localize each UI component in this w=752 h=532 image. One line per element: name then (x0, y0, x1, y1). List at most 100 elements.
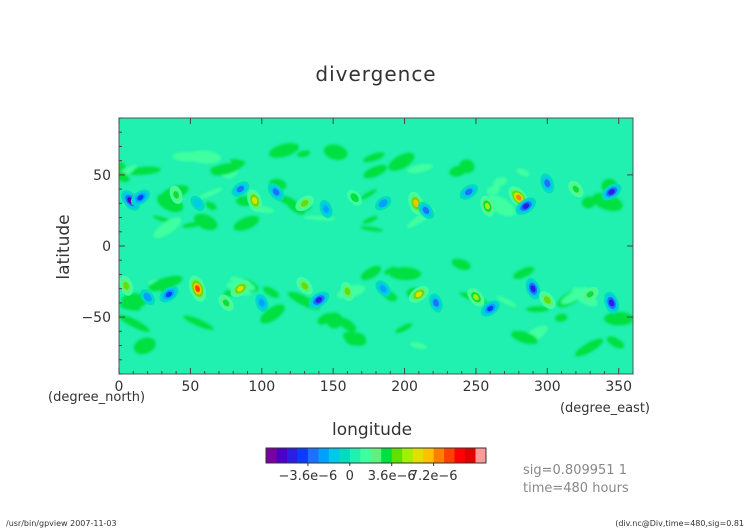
divergence-cell (480, 195, 495, 217)
colorbar-swatch (423, 448, 435, 463)
field-patch (395, 323, 413, 334)
divergence-cell (408, 285, 429, 303)
field-patch (363, 152, 385, 163)
contour-level (378, 199, 388, 208)
contour-level (300, 200, 309, 207)
contour-level (237, 285, 244, 292)
field-patch (581, 196, 596, 209)
contour-level (323, 205, 329, 213)
field-patch (119, 314, 150, 332)
contour-level (193, 199, 202, 208)
field-patch (345, 332, 366, 346)
contour-level (572, 185, 580, 193)
field-patch (409, 342, 428, 350)
contour-level (465, 188, 473, 196)
colorbar-label: 0 (346, 469, 354, 484)
field-patch (496, 295, 517, 308)
field-patch (383, 266, 397, 275)
contour-level (608, 299, 615, 307)
divergence-cell (319, 199, 333, 219)
x-tick-label: 350 (605, 379, 632, 395)
field-patch (388, 152, 415, 171)
footer-variable: (div.nc@Div,time=480,sig=0.81 (615, 519, 744, 528)
divergence-cell (308, 291, 330, 309)
contour-level (137, 194, 144, 201)
colorbar-swatch (318, 448, 330, 463)
field-patch (406, 163, 433, 174)
colorbar-swatch (339, 448, 351, 463)
colorbar-label: 7.2e−6 (410, 469, 458, 484)
field-patch (263, 286, 280, 298)
field-patch (119, 169, 130, 183)
chart-title: divergence (315, 62, 437, 86)
divergence-cell (525, 277, 541, 300)
divergence-cell (375, 280, 391, 297)
field-patch (555, 313, 568, 322)
contour-level (173, 191, 179, 199)
time-annotation: time=480 hours (523, 481, 629, 496)
colorbar-swatch (370, 448, 382, 463)
field-patch (513, 266, 535, 279)
colorbar-swatch (454, 448, 466, 463)
x-tick-label: 50 (181, 379, 199, 395)
field-patch (148, 275, 183, 292)
sig-annotation: sig=0.809951 1 (523, 463, 627, 478)
field-patch (459, 159, 475, 174)
field-patch (360, 226, 383, 232)
divergence-cell (429, 293, 443, 313)
field-patch (172, 151, 204, 162)
y-tick-label: −50 (81, 310, 111, 326)
divergence-cell (255, 293, 269, 313)
field-patch (526, 306, 550, 313)
axes: 0 50 100 150 200 250 300 350 50 0 −50 (degree_north… (48, 117, 650, 416)
field-patch (153, 217, 182, 239)
colorbar-swatch (266, 448, 277, 463)
field-patch (516, 168, 530, 177)
field-layer (119, 143, 633, 357)
x-tick-label: 200 (391, 379, 418, 395)
contour-level (350, 193, 359, 203)
colorbar-swatch (381, 448, 393, 463)
field-patch (210, 162, 242, 176)
contour-level (315, 297, 323, 303)
colorbar-swatch (328, 448, 340, 463)
divergence-cell (340, 281, 355, 302)
contour-level (415, 291, 423, 298)
field-patch (133, 337, 156, 355)
contour-level (123, 281, 130, 290)
divergence-cell (480, 300, 500, 317)
contour-level (515, 194, 522, 201)
contour-level (522, 203, 530, 210)
contour-level (258, 299, 265, 307)
divergence-cell (295, 195, 314, 212)
contour-level (379, 285, 387, 293)
field-patch (486, 185, 500, 195)
contour-level (530, 285, 536, 293)
divergence-cell (539, 291, 556, 309)
y-unit-label: (degree_north) (48, 390, 145, 405)
contour-level (236, 185, 244, 193)
divergence-cell (159, 286, 179, 303)
divergence-cell (467, 287, 485, 307)
x-unit-label: (degree_east) (560, 401, 650, 416)
field-patch (486, 195, 516, 217)
divergence-cell (296, 276, 313, 295)
field-patch (297, 150, 311, 158)
divergence-cell (601, 183, 622, 201)
contour-level (413, 199, 419, 207)
divergence-cell (347, 189, 362, 206)
divergence-cell (230, 280, 251, 298)
divergence-cell (459, 184, 479, 200)
colorbar-label: −3.6e−6 (279, 469, 338, 484)
divergence-cell (418, 201, 434, 220)
field-patch (268, 143, 299, 158)
field-patch (338, 317, 357, 332)
field-patch (205, 201, 217, 211)
contour-level (422, 206, 430, 214)
colorbar: −3.6e−6 0 3.6e−67.2e−6 (265, 447, 487, 484)
contour-level (143, 292, 152, 302)
colorbar-swatch (465, 448, 477, 463)
divergence-cell (540, 173, 555, 194)
field-patch (493, 176, 508, 187)
contour-level (195, 285, 201, 293)
